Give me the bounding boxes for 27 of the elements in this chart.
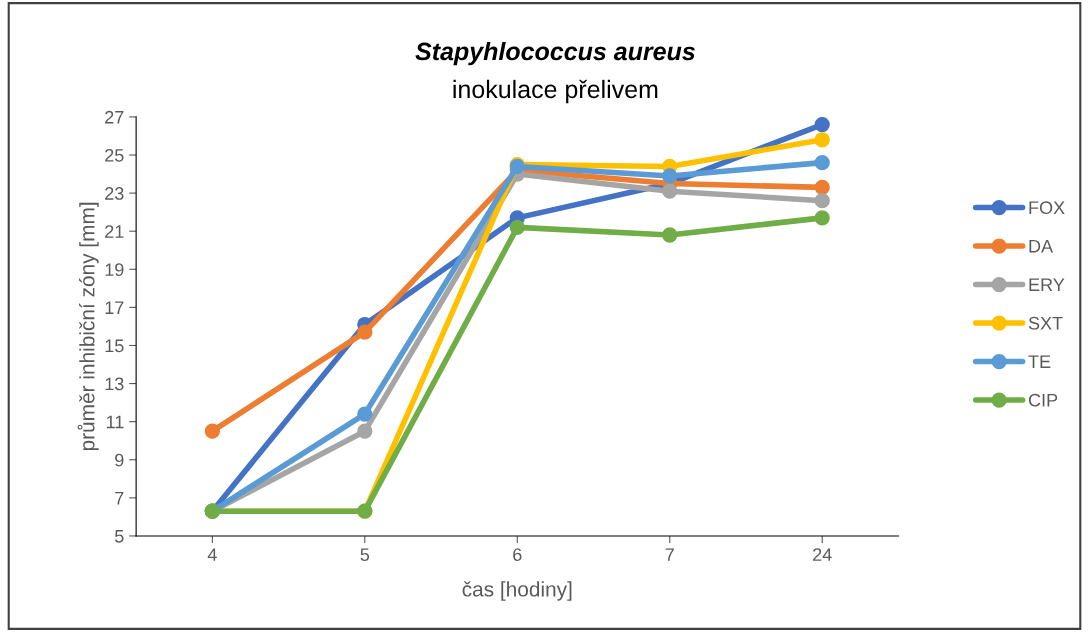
x-tick-label: 24 (813, 548, 832, 561)
y-tick-label: 23 (105, 187, 124, 200)
x-tick-label: 6 (513, 548, 522, 561)
y-tick-label: 13 (105, 377, 124, 391)
legend-label: TE (1028, 355, 1051, 368)
y-tick-label: 19 (105, 263, 124, 277)
y-axis-title: průměr inhibiční zóny [mm] (77, 202, 99, 451)
legend-label: SXT (1028, 316, 1063, 330)
legend-label: FOX (1029, 201, 1065, 215)
x-tick-label: 7 (665, 548, 674, 561)
legend-label: CIP (1028, 393, 1058, 407)
legend-label: DA (1029, 239, 1054, 253)
x-tick-label: 4 (207, 548, 217, 561)
y-tick-label: 27 (105, 110, 124, 124)
y-tick-label: 7 (115, 491, 124, 505)
y-tick-label: 5 (115, 530, 124, 543)
y-tick-label: 21 (105, 225, 124, 238)
y-tick-label: 15 (105, 339, 124, 353)
y-tick-label: 9 (115, 453, 124, 467)
x-tick-label: 5 (360, 548, 370, 561)
x-axis-title: čas [hodiny] (462, 581, 572, 601)
legend-label: ERY (1029, 278, 1065, 291)
y-tick-label: 11 (106, 415, 124, 429)
chart-subtitle: inokulace přelivem (453, 79, 658, 104)
y-tick-label: 25 (105, 148, 124, 162)
y-tick-label: 17 (105, 301, 124, 314)
chart-title: Stapyhlococcus aureus (415, 41, 695, 66)
